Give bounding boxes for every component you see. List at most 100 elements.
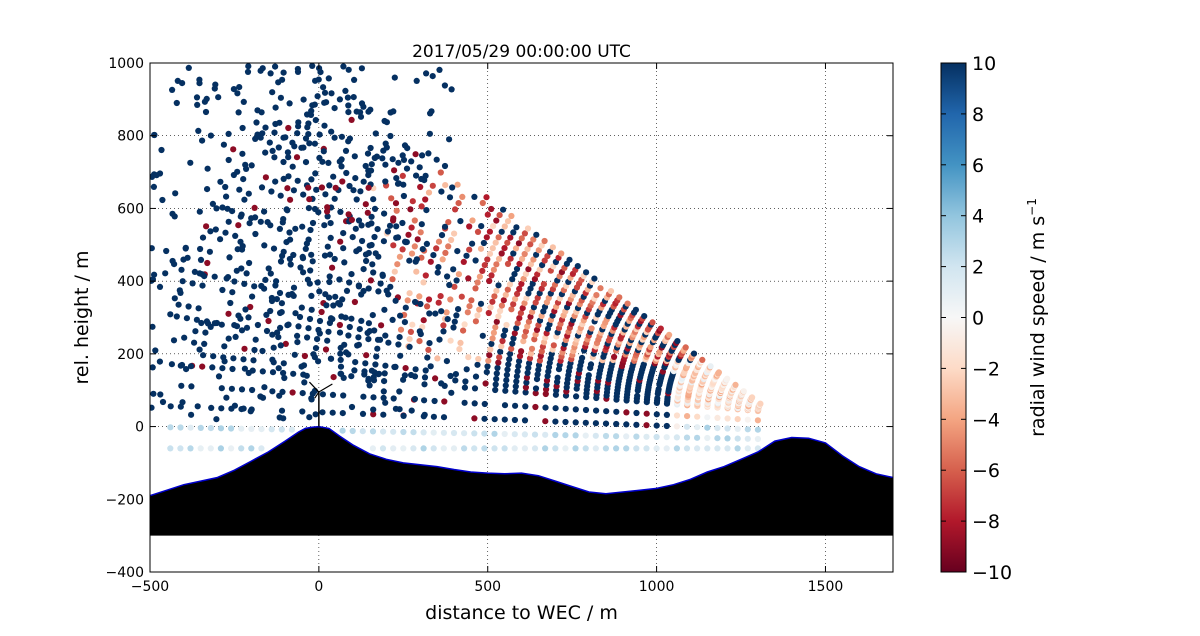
- data-point: [393, 175, 400, 182]
- data-point: [498, 302, 505, 309]
- data-point: [446, 281, 453, 289]
- data-point: [311, 205, 319, 213]
- data-point: [363, 257, 370, 265]
- data-point: [369, 428, 377, 435]
- data-point: [367, 144, 374, 152]
- data-point: [534, 371, 541, 378]
- data-point: [252, 230, 259, 238]
- data-point: [242, 306, 249, 313]
- data-point: [533, 376, 541, 383]
- data-point: [418, 221, 425, 228]
- data-point: [215, 373, 223, 380]
- data-point: [474, 279, 481, 286]
- data-point: [533, 251, 540, 258]
- data-point: [532, 390, 539, 397]
- data-point: [643, 422, 650, 429]
- data-point: [389, 156, 396, 163]
- data-point: [173, 99, 180, 107]
- data-point: [542, 445, 549, 452]
- data-point: [558, 250, 565, 257]
- data-point: [308, 292, 315, 299]
- data-point: [754, 426, 762, 433]
- data-point: [305, 325, 312, 332]
- data-point: [393, 223, 400, 230]
- data-point: [318, 184, 325, 191]
- data-point: [531, 276, 539, 283]
- data-point: [425, 346, 432, 353]
- data-point: [229, 208, 236, 215]
- data-point: [272, 63, 279, 70]
- data-point: [445, 219, 452, 226]
- data-point: [362, 360, 369, 367]
- data-point: [744, 426, 751, 433]
- data-point: [531, 431, 539, 438]
- data-point: [397, 352, 404, 359]
- data-point: [262, 276, 269, 283]
- y-tick-label: −400: [106, 565, 144, 581]
- data-point: [582, 406, 590, 414]
- data-point: [486, 277, 493, 285]
- data-point: [370, 196, 377, 203]
- data-point: [699, 356, 706, 363]
- data-point: [408, 407, 415, 414]
- data-point: [201, 273, 208, 280]
- data-point: [338, 163, 345, 170]
- data-point: [340, 245, 347, 252]
- data-point: [450, 266, 457, 273]
- data-point: [459, 193, 466, 200]
- data-point: [400, 428, 407, 436]
- data-point: [390, 108, 397, 115]
- data-point: [395, 341, 402, 348]
- data-point: [493, 370, 500, 377]
- data-point: [263, 327, 271, 335]
- data-point: [232, 333, 239, 340]
- data-point: [212, 81, 219, 88]
- y-axis-label: rel. height / m: [71, 251, 93, 385]
- data-point: [471, 193, 478, 200]
- data-point: [381, 117, 388, 125]
- data-point: [213, 205, 220, 212]
- data-point: [238, 386, 246, 393]
- x-tick-label: 1000: [639, 579, 675, 595]
- data-point: [187, 363, 195, 370]
- data-point: [502, 291, 509, 298]
- data-point: [287, 261, 294, 268]
- data-point: [633, 421, 640, 428]
- data-point: [541, 257, 548, 264]
- data-point: [464, 309, 471, 316]
- data-point: [509, 276, 516, 283]
- data-point: [280, 158, 287, 166]
- data-point: [209, 200, 216, 207]
- data-point: [234, 90, 241, 97]
- data-point: [224, 274, 232, 281]
- data-point: [278, 309, 285, 316]
- data-point: [514, 290, 521, 297]
- data-point: [329, 264, 336, 271]
- data-point: [292, 225, 299, 232]
- data-point: [683, 423, 691, 430]
- data-point: [422, 196, 429, 203]
- data-point: [331, 134, 338, 141]
- data-point: [304, 334, 311, 341]
- data-point: [501, 245, 508, 252]
- data-point: [492, 381, 499, 388]
- data-point: [514, 320, 521, 327]
- data-point: [522, 328, 530, 335]
- data-point: [704, 424, 711, 431]
- data-point: [422, 172, 429, 179]
- data-point: [536, 357, 544, 364]
- data-point: [461, 384, 468, 391]
- data-point: [357, 109, 364, 116]
- data-point: [206, 248, 213, 255]
- data-point: [446, 194, 454, 201]
- data-point: [714, 435, 721, 442]
- data-point: [322, 191, 329, 198]
- data-point: [279, 252, 286, 259]
- data-point: [211, 320, 218, 327]
- data-point: [424, 303, 431, 310]
- data-point: [319, 158, 326, 165]
- data-point: [749, 394, 756, 401]
- data-point: [279, 219, 286, 226]
- data-point: [552, 445, 559, 452]
- data-point: [230, 355, 237, 362]
